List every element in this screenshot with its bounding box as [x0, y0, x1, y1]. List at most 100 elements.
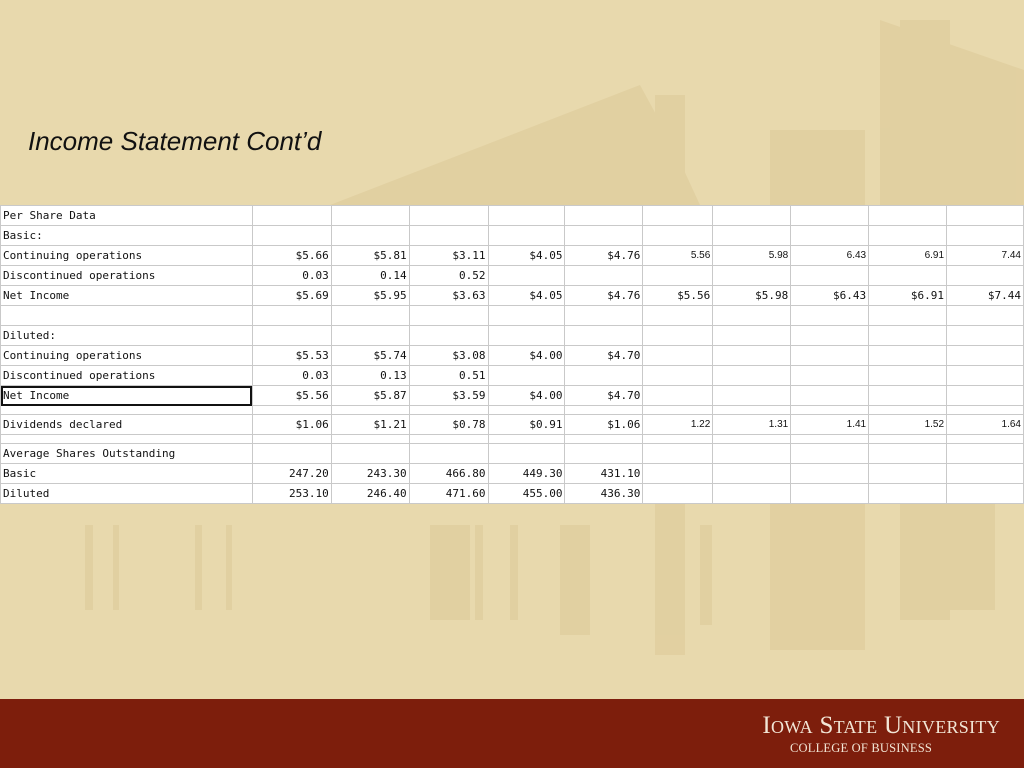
value-cell[interactable]: 1.31: [712, 414, 792, 435]
value-cell[interactable]: [868, 405, 948, 415]
value-cell[interactable]: 0.13: [330, 365, 410, 386]
value-cell[interactable]: [946, 265, 1024, 286]
value-cell[interactable]: [487, 434, 566, 444]
value-cell[interactable]: $5.81: [330, 245, 410, 266]
value-cell[interactable]: 1.22: [642, 414, 714, 435]
value-cell[interactable]: [712, 225, 792, 246]
value-cell[interactable]: [642, 463, 714, 484]
value-cell[interactable]: $1.21: [330, 414, 410, 435]
row-label-cell[interactable]: Basic:: [0, 225, 253, 246]
value-cell[interactable]: [712, 365, 792, 386]
value-cell[interactable]: 1.64: [946, 414, 1024, 435]
value-cell[interactable]: [487, 405, 566, 415]
value-cell[interactable]: [712, 434, 792, 444]
value-cell[interactable]: [251, 434, 332, 444]
value-cell[interactable]: [487, 443, 566, 464]
value-cell[interactable]: [330, 305, 410, 326]
row-label-cell[interactable]: [0, 305, 253, 326]
value-cell[interactable]: $4.76: [564, 245, 644, 266]
value-cell[interactable]: [642, 345, 714, 366]
value-cell[interactable]: [564, 405, 644, 415]
value-cell[interactable]: [868, 265, 948, 286]
value-cell[interactable]: 243.30: [330, 463, 410, 484]
value-cell[interactable]: [642, 405, 714, 415]
value-cell[interactable]: [712, 325, 792, 346]
value-cell[interactable]: [790, 305, 870, 326]
value-cell[interactable]: $3.08: [408, 345, 489, 366]
value-cell[interactable]: 1.52: [868, 414, 948, 435]
value-cell[interactable]: [946, 463, 1024, 484]
value-cell[interactable]: [564, 225, 644, 246]
value-cell[interactable]: 449.30: [487, 463, 566, 484]
value-cell[interactable]: [408, 443, 489, 464]
value-cell[interactable]: [251, 205, 332, 226]
value-cell[interactable]: [251, 443, 332, 464]
row-label-cell[interactable]: Net Income: [0, 385, 253, 406]
value-cell[interactable]: 6.91: [868, 245, 948, 266]
value-cell[interactable]: [564, 434, 644, 444]
value-cell[interactable]: [790, 405, 870, 415]
value-cell[interactable]: [946, 483, 1024, 504]
value-cell[interactable]: $5.66: [251, 245, 332, 266]
value-cell[interactable]: [946, 385, 1024, 406]
value-cell[interactable]: [712, 443, 792, 464]
value-cell[interactable]: [251, 225, 332, 246]
value-cell[interactable]: [642, 205, 714, 226]
value-cell[interactable]: $5.69: [251, 285, 332, 306]
value-cell[interactable]: [868, 325, 948, 346]
value-cell[interactable]: $5.98: [712, 285, 792, 306]
value-cell[interactable]: $0.78: [408, 414, 489, 435]
value-cell[interactable]: [408, 205, 489, 226]
value-cell[interactable]: [642, 483, 714, 504]
value-cell[interactable]: [790, 443, 870, 464]
row-label-cell[interactable]: Discontinued operations: [0, 365, 253, 386]
value-cell[interactable]: [712, 483, 792, 504]
value-cell[interactable]: [487, 225, 566, 246]
value-cell[interactable]: [564, 305, 644, 326]
value-cell[interactable]: [642, 443, 714, 464]
value-cell[interactable]: [408, 405, 489, 415]
value-cell[interactable]: [330, 443, 410, 464]
value-cell[interactable]: [487, 365, 566, 386]
value-cell[interactable]: $6.43: [790, 285, 870, 306]
value-cell[interactable]: [868, 463, 948, 484]
value-cell[interactable]: [487, 325, 566, 346]
value-cell[interactable]: 431.10: [564, 463, 644, 484]
value-cell[interactable]: 0.14: [330, 265, 410, 286]
value-cell[interactable]: [408, 305, 489, 326]
value-cell[interactable]: [790, 345, 870, 366]
value-cell[interactable]: [712, 265, 792, 286]
value-cell[interactable]: [868, 443, 948, 464]
value-cell[interactable]: [712, 345, 792, 366]
value-cell[interactable]: $4.00: [487, 345, 566, 366]
value-cell[interactable]: [330, 225, 410, 246]
value-cell[interactable]: $6.91: [868, 285, 948, 306]
value-cell[interactable]: [790, 205, 870, 226]
value-cell[interactable]: 246.40: [330, 483, 410, 504]
value-cell[interactable]: $5.87: [330, 385, 410, 406]
row-label-cell[interactable]: Continuing operations: [0, 245, 253, 266]
value-cell[interactable]: $3.59: [408, 385, 489, 406]
row-label-cell[interactable]: Continuing operations: [0, 345, 253, 366]
value-cell[interactable]: $1.06: [251, 414, 332, 435]
value-cell[interactable]: [790, 265, 870, 286]
value-cell[interactable]: [790, 483, 870, 504]
value-cell[interactable]: $7.44: [946, 285, 1024, 306]
value-cell[interactable]: [868, 205, 948, 226]
value-cell[interactable]: $4.70: [564, 385, 644, 406]
value-cell[interactable]: [330, 405, 410, 415]
value-cell[interactable]: [946, 443, 1024, 464]
value-cell[interactable]: [564, 205, 644, 226]
row-label-cell[interactable]: Per Share Data: [0, 205, 253, 226]
value-cell[interactable]: 253.10: [251, 483, 332, 504]
value-cell[interactable]: $3.63: [408, 285, 489, 306]
value-cell[interactable]: [946, 405, 1024, 415]
value-cell[interactable]: [790, 385, 870, 406]
value-cell[interactable]: 0.52: [408, 265, 489, 286]
value-cell[interactable]: $0.91: [487, 414, 566, 435]
value-cell[interactable]: 0.51: [408, 365, 489, 386]
row-label-cell[interactable]: Basic: [0, 463, 253, 484]
value-cell[interactable]: $5.74: [330, 345, 410, 366]
value-cell[interactable]: 436.30: [564, 483, 644, 504]
value-cell[interactable]: [946, 434, 1024, 444]
